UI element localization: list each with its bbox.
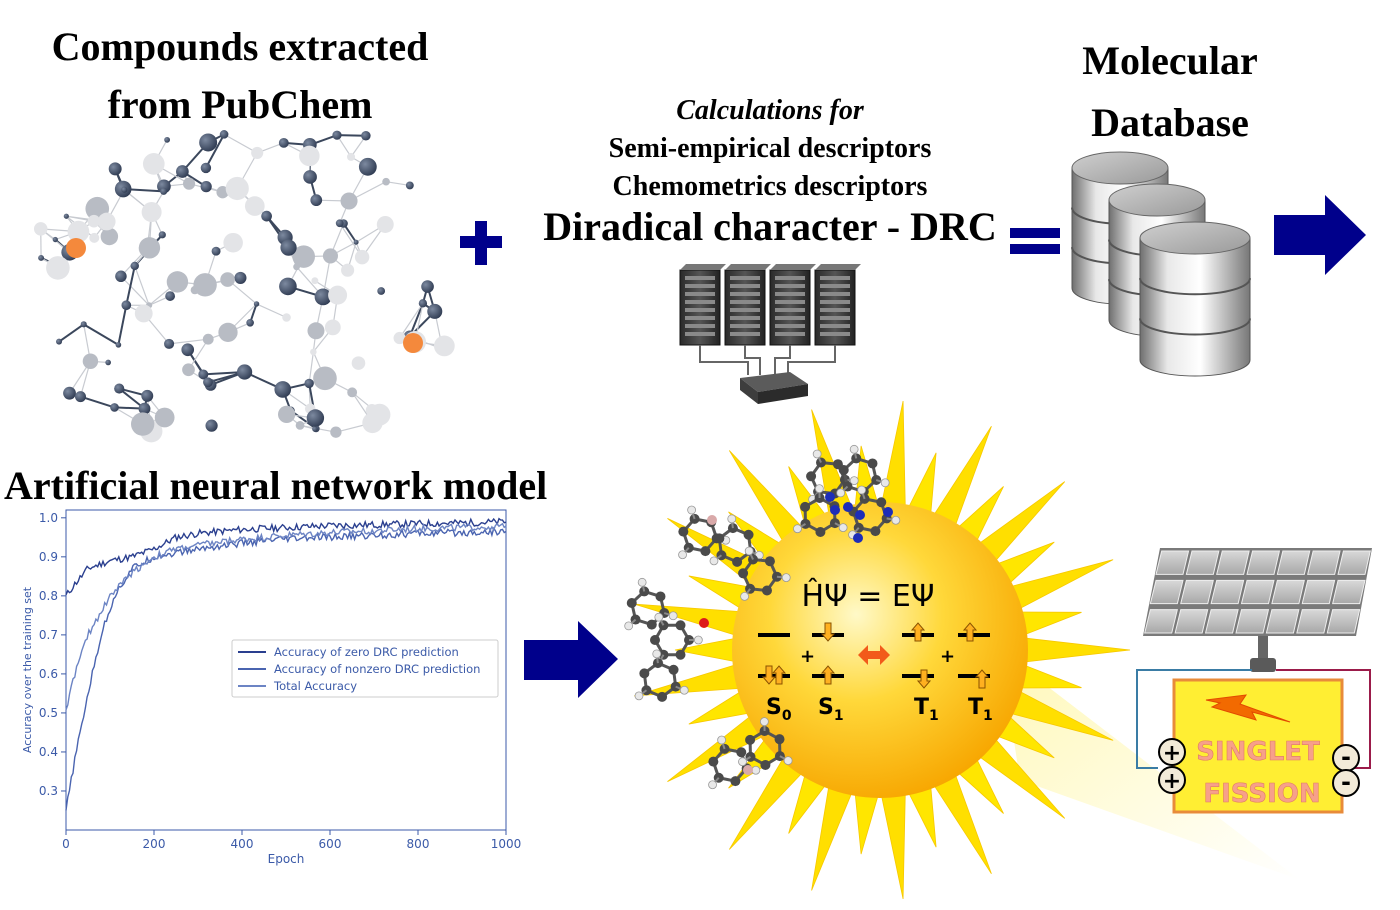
diradical-title: Diradical character - DRC: [543, 204, 997, 249]
compounds-title: Compounds extracted from PubChem: [20, 18, 460, 134]
ann-title: Artificial neural network model: [4, 463, 548, 508]
y-tick-label: 0.8: [39, 589, 58, 603]
series-line: [65, 522, 507, 711]
svg-text:+: +: [800, 646, 815, 667]
sun-icon: [634, 400, 1300, 900]
molecule-network-icon: [33, 130, 455, 443]
state-s0-label: S0: [766, 695, 792, 724]
compounds-title-line2: from PubChem: [107, 82, 373, 127]
series-line: [65, 517, 507, 596]
y-tick-label: 0.7: [39, 628, 58, 642]
legend-entry: Total Accuracy: [273, 679, 357, 693]
calculations-heading: Calculations for: [676, 95, 864, 126]
x-axis-label: Epoch: [268, 852, 305, 866]
chart-legend: [231, 639, 499, 698]
equals-sign-icon: [1010, 228, 1060, 254]
svg-text:+: +: [940, 646, 955, 667]
chart-frame: [65, 509, 507, 831]
legend-entry: Accuracy of nonzero DRC prediction: [274, 662, 480, 676]
svg-text:-: -: [1341, 768, 1351, 796]
x-tick-label: 1000: [491, 837, 522, 851]
state-t1b-label: T1: [968, 695, 993, 724]
singlet-fission-device: SINGLET FISSION + + - -: [1136, 669, 1371, 814]
lightning-icon: [1205, 694, 1291, 723]
singlet-label: SINGLET: [1196, 737, 1320, 767]
accuracy-chart: 0 200 400 600 800 1000 0.3 0.4 0.5 0.6 0.7 0.8 0.9 1.…: [21, 509, 522, 866]
state-s1-label: S1: [818, 695, 844, 724]
y-axis-label: Accuracy over the training set: [21, 586, 34, 753]
compounds-title-line1: Compounds extracted: [51, 24, 429, 69]
x-tick-label: 400: [231, 837, 254, 851]
fission-label: FISSION: [1203, 779, 1320, 809]
svg-text:-: -: [1341, 743, 1351, 771]
legend-entry: Accuracy of zero DRC prediction: [274, 645, 459, 659]
molecular-title-line1: Molecular: [1082, 38, 1258, 83]
arrow-right-icon: [524, 621, 618, 698]
x-tick-label: 200: [143, 837, 166, 851]
server-rack-icon: [679, 264, 861, 404]
chemometrics-label: Chemometrics descriptors: [612, 171, 928, 202]
energy-level-diagram: + +: [758, 622, 990, 689]
y-tick-label: 0.3: [39, 784, 58, 798]
x-tick-label: 0: [62, 837, 70, 851]
calculations-block: Calculations for Semi-empirical descript…: [520, 92, 1020, 206]
database-cylinders-icon: [1071, 151, 1251, 377]
y-tick-label: 0.4: [39, 745, 58, 759]
molecular-title-line2: Database: [1091, 100, 1249, 145]
state-t1a-label: T1: [914, 695, 939, 724]
solar-panel-icon: [1143, 548, 1372, 672]
positive-terminal: + +: [1158, 738, 1186, 794]
y-tick-label: 0.9: [39, 550, 58, 564]
molecule-structures: [624, 444, 901, 790]
y-tick-label: 0.5: [39, 706, 58, 720]
negative-terminal: - -: [1332, 743, 1360, 797]
y-tick-label: 0.6: [39, 667, 58, 681]
semi-empirical-label: Semi-empirical descriptors: [608, 133, 932, 164]
svg-text:+: +: [1163, 769, 1181, 794]
y-tick-label: 1.0: [39, 511, 58, 525]
svg-text:+: +: [1163, 741, 1181, 766]
x-tick-label: 600: [319, 837, 342, 851]
x-tick-label: 800: [407, 837, 430, 851]
molecular-database-title: Molecular Database: [1060, 30, 1280, 154]
arrow-right-icon: [1274, 195, 1366, 275]
hamiltonian-equation: ĤΨ = EΨ: [802, 578, 935, 614]
plus-sign-icon: [460, 221, 502, 265]
